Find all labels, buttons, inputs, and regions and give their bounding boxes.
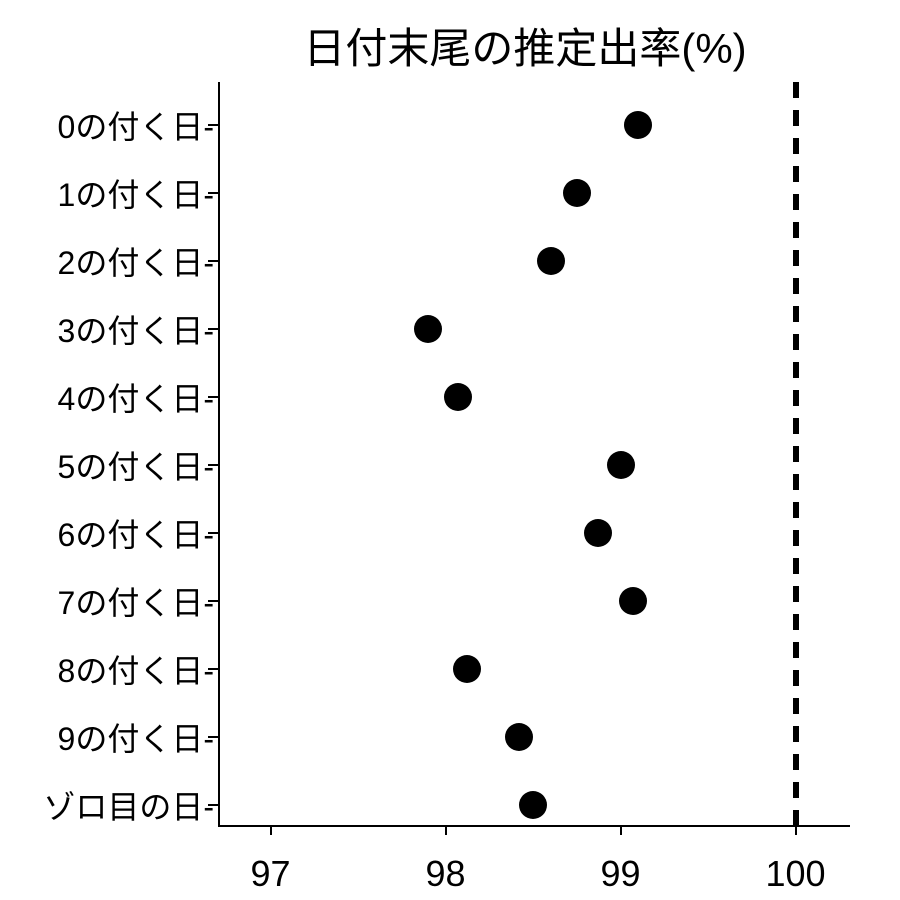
chart-title: 日付末尾の推定出率(%) xyxy=(190,15,860,76)
reference-line-dash xyxy=(793,222,799,238)
reference-line-dash xyxy=(793,530,799,546)
reference-line-dash xyxy=(793,390,799,406)
reference-line-dash xyxy=(793,362,799,378)
x-tick-label: 98 xyxy=(425,853,465,895)
reference-line-dash xyxy=(793,810,799,825)
x-tick xyxy=(270,825,272,835)
y-tick-label: 8の付く日- xyxy=(58,646,214,692)
reference-line-dash xyxy=(793,502,799,518)
reference-line-dash xyxy=(793,642,799,658)
reference-line-dash xyxy=(793,418,799,434)
x-tick-label: 97 xyxy=(250,853,290,895)
data-point xyxy=(444,383,472,411)
reference-line-dash xyxy=(793,166,799,182)
reference-line-dash xyxy=(793,474,799,490)
reference-line-dash xyxy=(793,82,799,98)
data-point xyxy=(519,791,547,819)
x-tick-label: 99 xyxy=(600,853,640,895)
y-tick-label: 6の付く日- xyxy=(58,510,214,556)
data-point xyxy=(537,247,565,275)
reference-line-dash xyxy=(793,726,799,742)
y-tick-label: ゾロ目の日- xyxy=(43,782,214,828)
y-tick-label: 1の付く日- xyxy=(58,170,214,216)
x-tick xyxy=(620,825,622,835)
reference-line-dash xyxy=(793,250,799,266)
plot-area xyxy=(218,82,848,825)
reference-line-dash xyxy=(793,558,799,574)
reference-line-dash xyxy=(793,782,799,798)
y-tick-label: 2の付く日- xyxy=(58,238,214,284)
reference-line-dash xyxy=(793,754,799,770)
y-axis xyxy=(218,82,220,825)
x-tick-label: 100 xyxy=(765,853,825,895)
data-point xyxy=(584,519,612,547)
reference-line-dash xyxy=(793,586,799,602)
data-point xyxy=(414,315,442,343)
x-axis xyxy=(218,825,850,827)
data-point xyxy=(624,111,652,139)
reference-line-dash xyxy=(793,306,799,322)
y-tick-label: 3の付く日- xyxy=(58,306,214,352)
data-point xyxy=(453,655,481,683)
reference-line-dash xyxy=(793,446,799,462)
x-tick xyxy=(445,825,447,835)
y-tick-label: 0の付く日- xyxy=(58,102,214,148)
reference-line-dash xyxy=(793,138,799,154)
reference-line-dash xyxy=(793,278,799,294)
chart-container: 日付末尾の推定出率(%) 0の付く日- 1の付く日- 2の付く日- 3の付く日- 4の付… xyxy=(0,0,900,900)
data-point xyxy=(505,723,533,751)
reference-line-dash xyxy=(793,334,799,350)
x-tick xyxy=(795,825,797,835)
reference-line-dash xyxy=(793,698,799,714)
reference-line-dash xyxy=(793,194,799,210)
reference-line-dash xyxy=(793,614,799,630)
reference-line-dash xyxy=(793,670,799,686)
y-tick-label: 9の付く日- xyxy=(58,714,214,760)
data-point xyxy=(607,451,635,479)
reference-line-dash xyxy=(793,110,799,126)
data-point xyxy=(619,587,647,615)
y-tick-label: 7の付く日- xyxy=(58,578,214,624)
data-point xyxy=(563,179,591,207)
y-tick-label: 5の付く日- xyxy=(58,442,214,488)
y-tick-label: 4の付く日- xyxy=(58,374,214,420)
